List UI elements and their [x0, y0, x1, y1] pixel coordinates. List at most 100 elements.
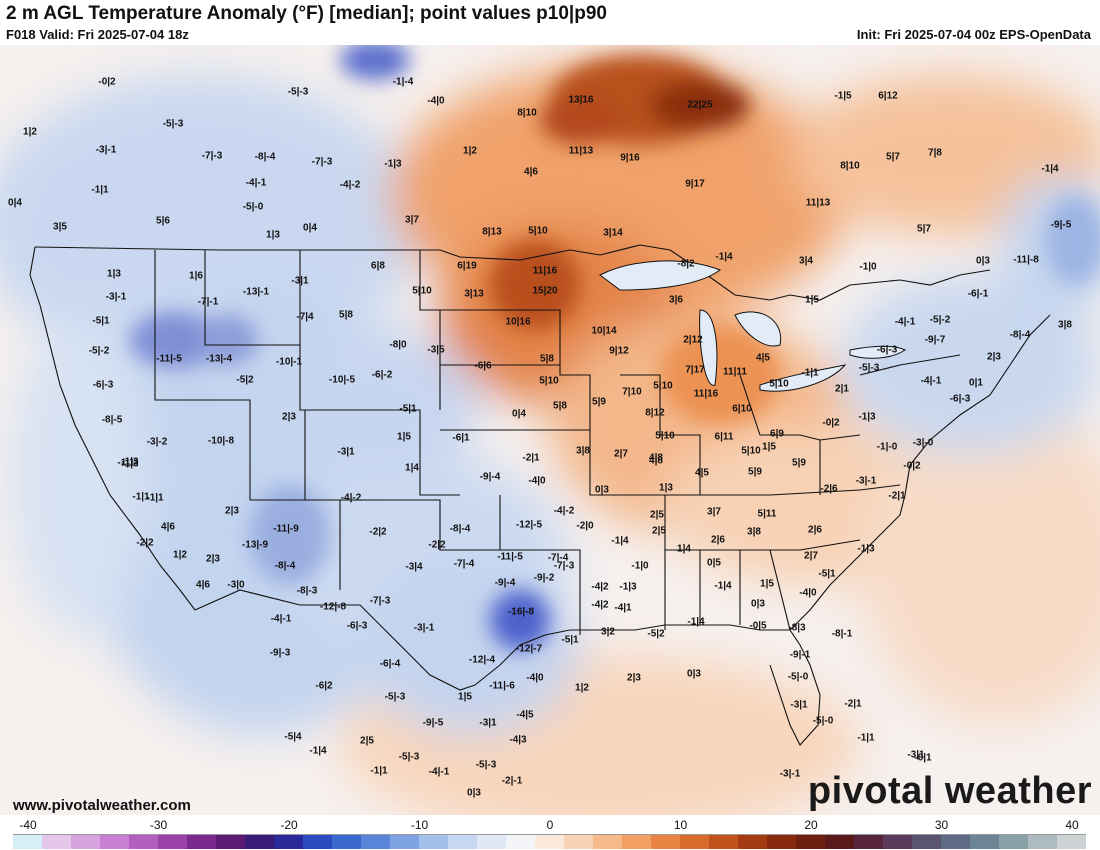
point-value-label: 4|8 [649, 456, 663, 467]
point-value-label: 6|8 [371, 261, 385, 272]
point-value-label: 2|3 [225, 506, 239, 517]
point-value-label: -7|-4 [454, 559, 475, 570]
point-value-label: -6|-3 [347, 621, 368, 632]
point-value-label: -1|0 [859, 262, 877, 273]
point-value-label: -8|-5 [102, 415, 123, 426]
colorbar-swatch [1028, 835, 1057, 849]
point-value-label: 0|1 [969, 378, 983, 389]
point-value-label: -1|4 [1041, 164, 1059, 175]
point-value-label: 0|4 [8, 198, 22, 209]
colorbar-swatch [709, 835, 738, 849]
colorbar-tick-label: 40 [1065, 818, 1079, 832]
point-value-label: -2|6 [820, 484, 838, 495]
point-value-label: 9|17 [685, 179, 705, 190]
temperature-anomaly-map: -0|2 1|2 -3|-1 -1|1 0|4 3|5 5|6 -5|-3 -7|-3 -8|-4… [0, 45, 1100, 815]
point-value-label: 5|10 [655, 431, 675, 442]
point-value-label: 1|5 [458, 692, 472, 703]
point-value-label: -5|1 [818, 569, 836, 580]
point-value-label: 1|6 [189, 271, 203, 282]
colorbar-swatch [738, 835, 767, 849]
point-value-label: -1|5 [834, 91, 852, 102]
point-value-label: -13|-1 [243, 287, 270, 298]
point-value-label: -7|-3 [312, 157, 333, 168]
point-value-label: 5|10 [741, 446, 761, 457]
point-value-label: 5|10 [769, 379, 789, 390]
point-value-label: 3|4 [799, 256, 813, 267]
point-value-label: 2|7 [804, 551, 818, 562]
point-value-label: -2|-1 [502, 776, 523, 787]
colorbar-swatch [187, 835, 216, 849]
point-value-label: -8|0 [389, 340, 407, 351]
point-value-label: 1|5 [805, 295, 819, 306]
point-value-label: 5|10 [539, 376, 559, 387]
colorbar-tick-label: -40 [19, 818, 37, 832]
point-value-label: 2|5 [652, 526, 666, 537]
point-value-label: 3|2 [601, 627, 615, 638]
colorbar-swatch [448, 835, 477, 849]
point-value-label: 5|9 [748, 467, 762, 478]
point-value-label: -6|-2 [372, 370, 393, 381]
point-value-label: 6|9 [770, 429, 784, 440]
point-value-label: -4|-2 [340, 180, 361, 191]
colorbar-swatch [767, 835, 796, 849]
point-value-label: -4|-1 [246, 178, 267, 189]
point-value-label: -13|-9 [242, 540, 269, 551]
point-value-label: -5|-0 [788, 672, 809, 683]
colorbar-tick-label: -30 [149, 818, 168, 832]
point-value-label: -4|0 [528, 476, 546, 487]
point-value-label: -1|3 [384, 159, 402, 170]
point-value-label: 1|3 [659, 483, 673, 494]
colorbar-tick-label: 10 [673, 818, 688, 832]
point-value-label: -6|-3 [93, 380, 114, 391]
point-value-label: -5|-3 [385, 692, 406, 703]
point-value-label: -0|5 [749, 621, 767, 632]
point-value-label: -3|-1 [414, 623, 435, 634]
point-value-label: -1|-0 [877, 442, 898, 453]
point-value-label: -2|1 [844, 699, 862, 710]
point-value-label: -7|-4 [548, 553, 569, 564]
point-value-label: -3|-1 [96, 145, 117, 156]
point-value-label: 4|5 [695, 468, 709, 479]
colorbar-swatch [1057, 835, 1086, 849]
point-value-label: -6|-4 [380, 659, 401, 670]
point-value-label: 0|4 [303, 223, 317, 234]
point-value-label: -11|-9 [273, 524, 299, 535]
point-value-label: 2|3 [627, 673, 641, 684]
point-value-label: -4|-2 [341, 493, 362, 504]
point-value-label: -1|1 [370, 766, 388, 777]
point-value-label: -5|-0 [243, 202, 264, 213]
point-value-label: -9|-7 [925, 335, 946, 346]
point-value-label: 5|7 [886, 152, 900, 163]
point-value-label: 0|3 [687, 669, 701, 680]
point-value-label: 5|6 [156, 216, 170, 227]
point-value-label: 2|5 [360, 736, 374, 747]
point-value-label: -7|-3 [370, 596, 391, 607]
point-value-label: -9|-5 [423, 718, 444, 729]
point-value-label: 2|1 [835, 384, 849, 395]
point-value-label: -4|5 [516, 710, 534, 721]
point-value-label: 0|5 [707, 558, 721, 569]
colorbar-swatch [622, 835, 651, 849]
colorbar-swatch [274, 835, 303, 849]
point-value-label: 5|10 [653, 381, 673, 392]
point-value-label: -1|3 [121, 459, 139, 470]
colorbar-swatch [158, 835, 187, 849]
point-value-label: -5|-0 [813, 716, 834, 727]
point-value-label: -1|4 [309, 746, 327, 757]
point-value-label: -4|0 [526, 673, 544, 684]
point-value-label: -5|-3 [859, 363, 880, 374]
colorbar-swatch [825, 835, 854, 849]
point-value-label: 22|25 [687, 100, 712, 111]
point-value-label: 2|3 [987, 352, 1001, 363]
point-value-label: 3|8 [576, 446, 590, 457]
point-value-label: 1|5 [397, 432, 411, 443]
colorbar-swatch [419, 835, 448, 849]
point-value-label: -4|-1 [921, 376, 942, 387]
point-value-label: -11|-5 [497, 552, 523, 563]
point-value-label: 5|9 [792, 458, 806, 469]
point-value-label: 2|5 [650, 510, 664, 521]
point-value-label: 2|6 [808, 525, 822, 536]
point-value-label: -4|2 [591, 600, 609, 611]
point-value-label: -3|1 [790, 700, 808, 711]
point-value-label: -1|3 [619, 582, 637, 593]
